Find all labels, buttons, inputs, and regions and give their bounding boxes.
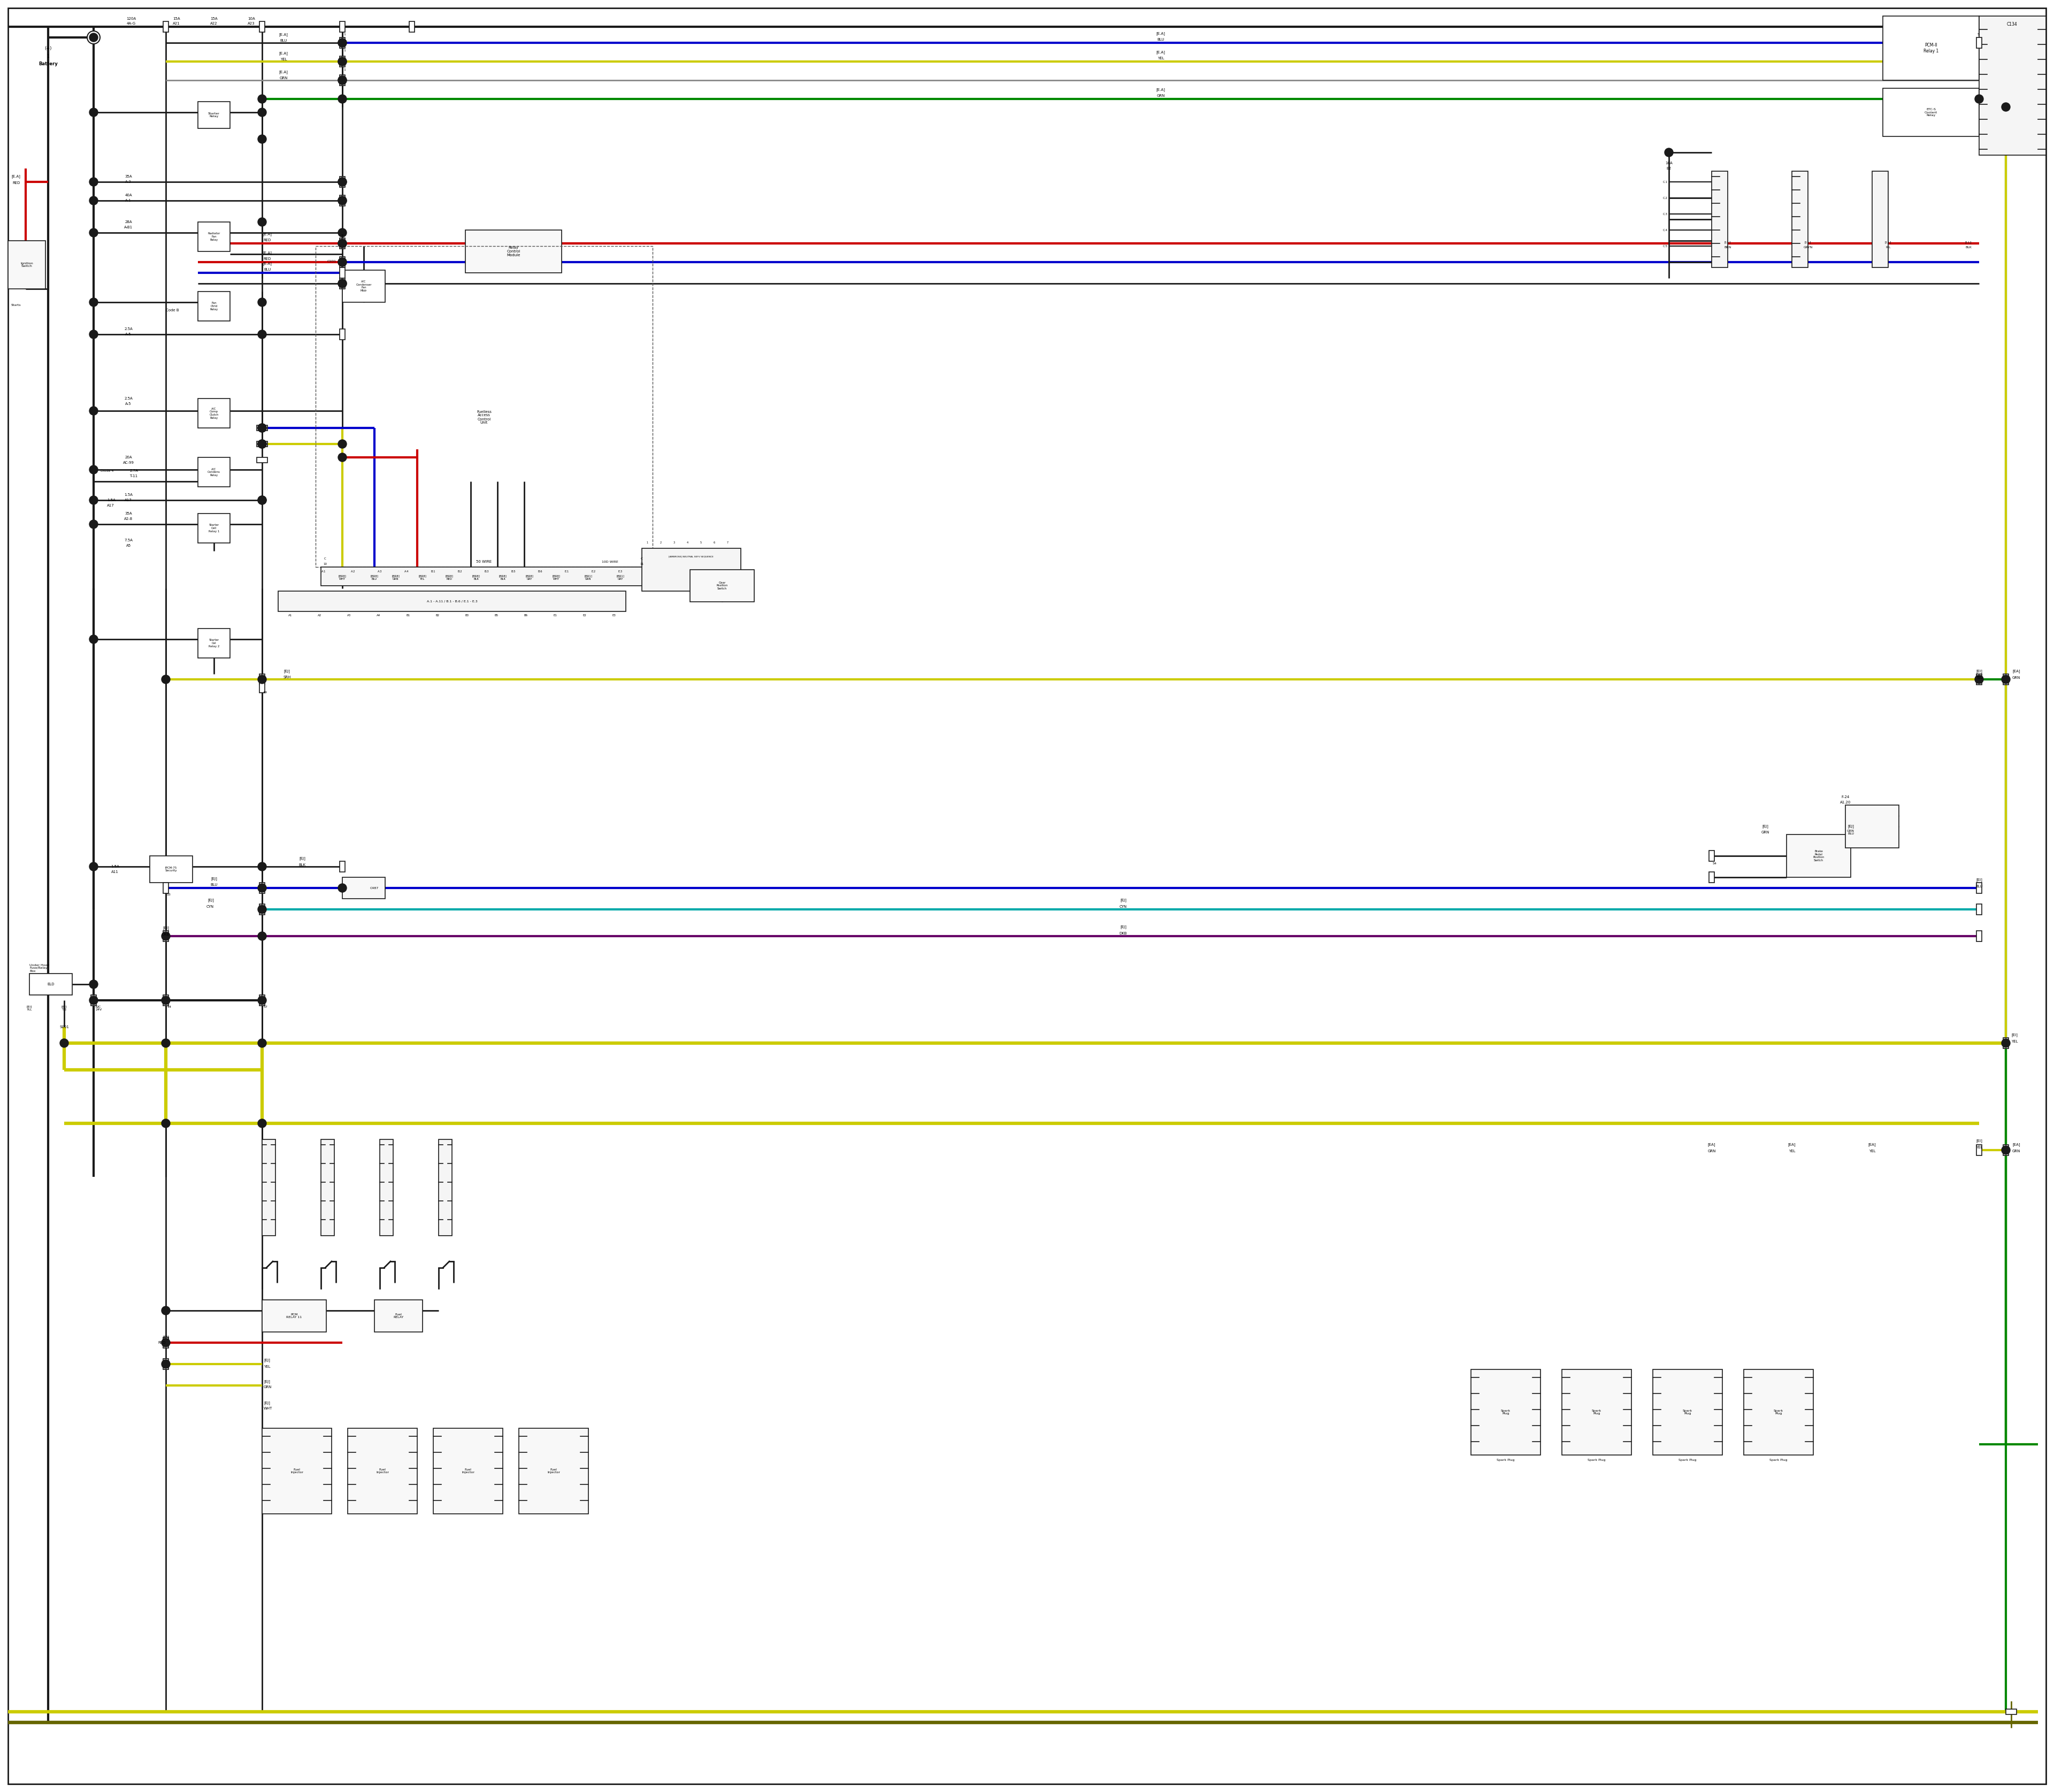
Circle shape xyxy=(259,439,267,448)
Circle shape xyxy=(259,297,267,306)
Text: E1: E1 xyxy=(553,615,557,616)
Circle shape xyxy=(88,520,99,529)
Text: A1.20: A1.20 xyxy=(1840,801,1851,805)
Text: Fuel
RELAY: Fuel RELAY xyxy=(392,1314,405,1319)
Text: [E.A]: [E.A] xyxy=(1156,50,1165,54)
Text: Fuel
Injector: Fuel Injector xyxy=(462,1468,474,1475)
Text: [I.L]: [I.L] xyxy=(1805,240,1812,244)
Text: [E.A]: [E.A] xyxy=(263,233,271,237)
Bar xyxy=(339,22,345,32)
Circle shape xyxy=(339,258,347,267)
Text: [EJ]: [EJ] xyxy=(263,1401,269,1405)
Bar xyxy=(1844,805,1898,848)
Text: BLU: BLU xyxy=(279,39,288,43)
Circle shape xyxy=(162,1339,170,1348)
Text: [BR8]
BLK: [BR8] BLK xyxy=(499,575,507,581)
Text: 10A: 10A xyxy=(1666,161,1672,165)
Text: 35A: 35A xyxy=(125,176,131,177)
Text: Diode 4: Diode 4 xyxy=(101,470,113,471)
Bar xyxy=(641,548,741,591)
Text: [EJ]: [EJ] xyxy=(283,670,290,674)
Text: Fuel
Injector: Fuel Injector xyxy=(376,1468,388,1475)
Text: [EJ]: [EJ] xyxy=(1847,824,1855,828)
Bar xyxy=(8,240,45,289)
Text: 40A: 40A xyxy=(125,194,131,197)
Text: BLU: BLU xyxy=(1976,885,1982,889)
Text: PCM
RELAY 11: PCM RELAY 11 xyxy=(286,1314,302,1319)
Text: CYN: CYN xyxy=(205,905,214,909)
Text: 1: 1 xyxy=(47,54,49,59)
Bar xyxy=(162,1337,168,1348)
Bar xyxy=(259,22,265,32)
Text: Battery: Battery xyxy=(39,61,58,66)
Text: [EJ]: [EJ] xyxy=(162,926,168,930)
Text: T-11: T-11 xyxy=(129,475,138,478)
Bar xyxy=(257,425,267,430)
Bar xyxy=(197,514,230,543)
Text: GRN: GRN xyxy=(2013,676,2021,679)
Bar xyxy=(162,930,168,941)
Text: YEL: YEL xyxy=(2011,1039,2017,1043)
Text: 28A: 28A xyxy=(125,220,131,224)
Bar xyxy=(2003,1145,2009,1156)
Text: A/C
Condenser
Fan
Mtdr: A/C Condenser Fan Mtdr xyxy=(355,280,372,292)
Circle shape xyxy=(88,980,99,989)
Bar xyxy=(466,229,561,272)
Text: E2: E2 xyxy=(583,615,587,616)
Text: [EI]
T.S: [EI] T.S xyxy=(62,1005,68,1011)
Text: [EI]: [EI] xyxy=(2011,1034,2017,1038)
Bar xyxy=(320,1140,335,1236)
Text: [BR1]
GRN: [BR1] GRN xyxy=(585,575,592,581)
Circle shape xyxy=(162,996,170,1005)
Circle shape xyxy=(1664,149,1674,156)
Text: Starter
Cel
Relay 2: Starter Cel Relay 2 xyxy=(210,638,220,647)
Text: DKB: DKB xyxy=(1119,932,1128,935)
Text: YEL: YEL xyxy=(263,1366,271,1369)
Text: [BR1]
GRY: [BR1] GRY xyxy=(616,575,624,581)
Text: [EJ]: [EJ] xyxy=(300,857,306,860)
Text: RED: RED xyxy=(263,258,271,260)
Text: GRN
BLU: GRN BLU xyxy=(1847,830,1855,835)
Bar xyxy=(1976,883,1982,894)
Circle shape xyxy=(2001,1145,2011,1154)
Text: [BR8]
WHT: [BR8] WHT xyxy=(553,575,561,581)
Text: A22: A22 xyxy=(210,22,218,25)
Text: 1.5A: 1.5A xyxy=(123,493,134,496)
Bar xyxy=(339,195,345,206)
Bar xyxy=(433,1428,503,1514)
Circle shape xyxy=(88,197,99,204)
Bar xyxy=(1709,873,1715,883)
Text: AC-99: AC-99 xyxy=(123,461,134,464)
Text: DKB: DKB xyxy=(162,934,170,935)
Circle shape xyxy=(339,238,347,247)
Bar xyxy=(263,1428,331,1514)
Bar xyxy=(263,1140,275,1236)
Text: (+): (+) xyxy=(45,47,51,50)
Circle shape xyxy=(88,177,99,186)
Text: 1: 1 xyxy=(343,68,345,72)
Bar xyxy=(277,591,626,611)
Text: E3: E3 xyxy=(612,615,616,616)
Text: Fan
Ctrld
Relay: Fan Ctrld Relay xyxy=(210,301,218,310)
Text: BLK: BLK xyxy=(298,864,306,867)
Bar xyxy=(197,629,230,658)
Text: [I.L]: [I.L] xyxy=(1886,240,1892,244)
Bar xyxy=(343,878,386,898)
Text: BLU: BLU xyxy=(210,883,218,887)
Text: [E.A]: [E.A] xyxy=(279,52,288,56)
Text: YEL: YEL xyxy=(279,57,288,61)
Text: [EI]: [EI] xyxy=(1976,670,1982,674)
Text: PCM-II
Relay 1: PCM-II Relay 1 xyxy=(1923,43,1939,54)
Text: 15A: 15A xyxy=(210,18,218,20)
Text: GRN: GRN xyxy=(2013,1149,2021,1152)
Text: C487: C487 xyxy=(370,887,378,889)
Circle shape xyxy=(339,883,347,892)
Text: C.4: C.4 xyxy=(1664,229,1668,231)
Text: BLU: BLU xyxy=(263,269,271,271)
Circle shape xyxy=(1974,95,1984,104)
Bar xyxy=(150,857,193,883)
Bar xyxy=(1976,930,1982,941)
Bar xyxy=(1871,172,1888,267)
Text: [EA]: [EA] xyxy=(2013,1143,2019,1147)
Text: E.2: E.2 xyxy=(592,570,596,573)
